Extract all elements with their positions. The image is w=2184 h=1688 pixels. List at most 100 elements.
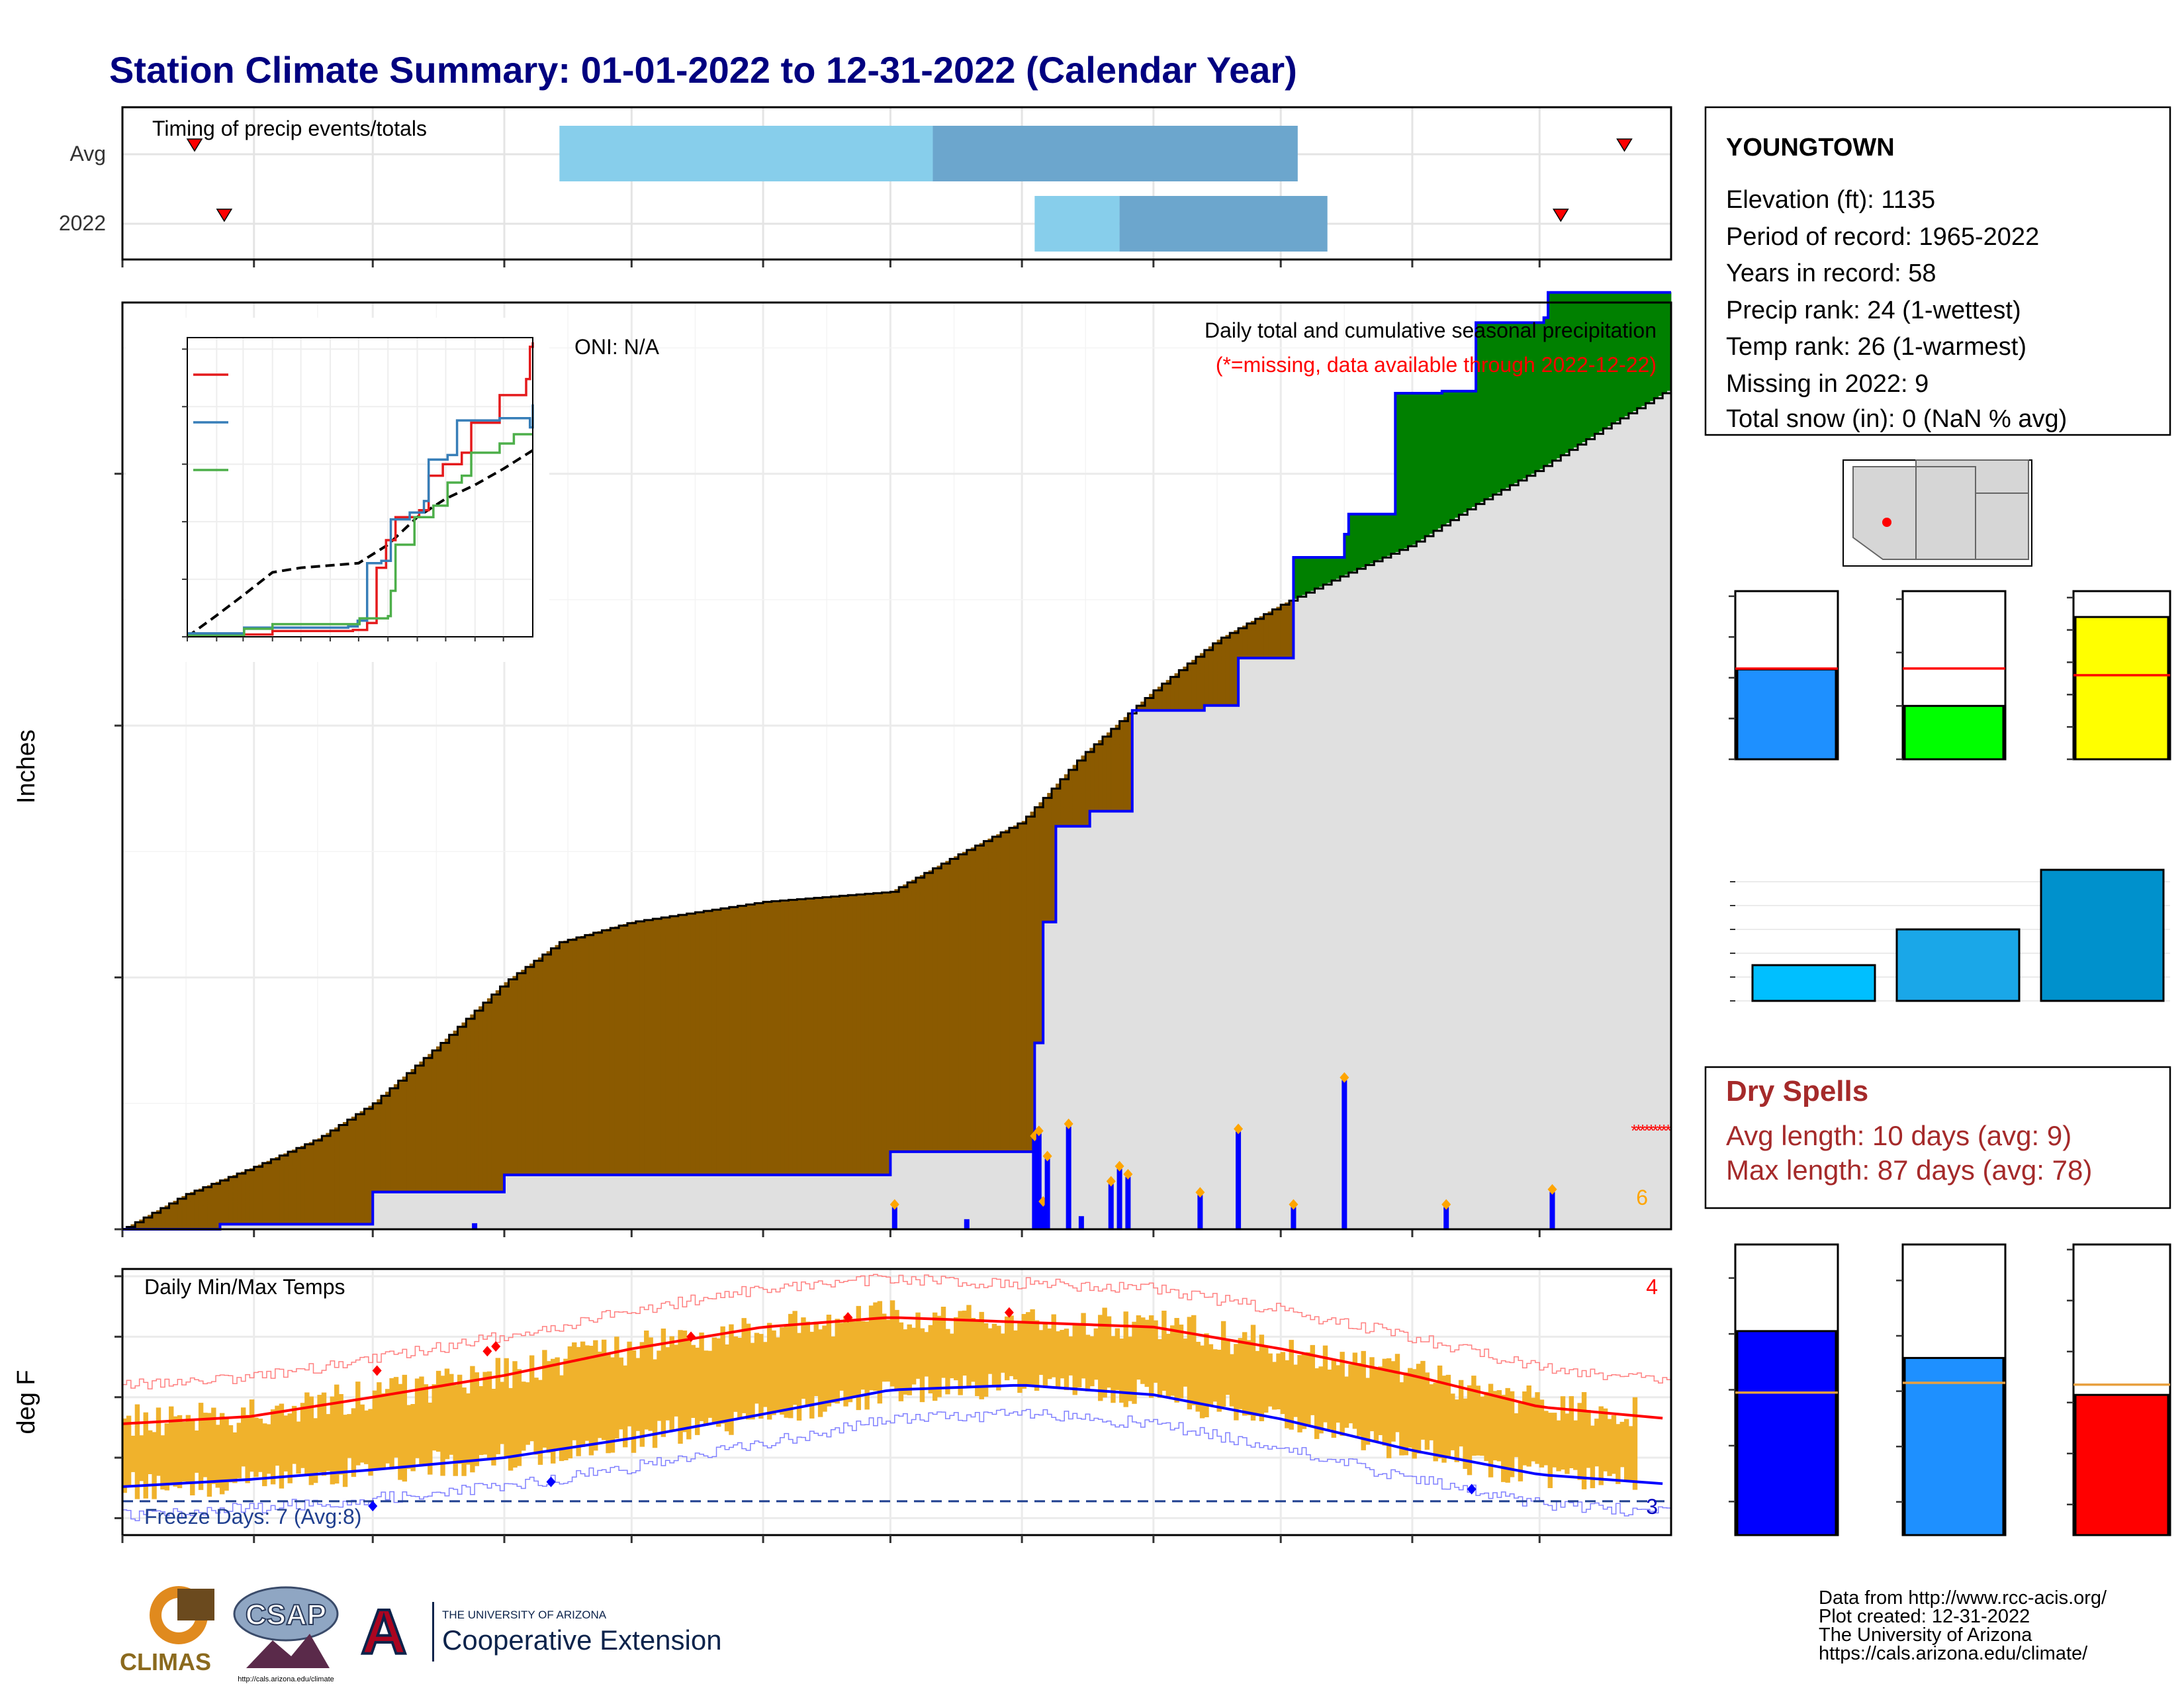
record-high-marker <box>686 1331 696 1342</box>
credit-line: https://cals.arizona.edu/climate/ <box>1819 1643 2088 1664</box>
daily-precip-bar <box>1066 1126 1071 1229</box>
record-max-line <box>122 1274 1671 1389</box>
mini-bar-chart <box>2067 590 2171 761</box>
station-line: Precip rank: 24 (1-wettest) <box>1726 297 2021 324</box>
climas-logo: CLIMAS <box>120 1586 214 1675</box>
temp-y-ticks <box>114 1275 122 1519</box>
daily-precip-bar <box>1036 1133 1042 1229</box>
page-title: Station Climate Summary: 01-01-2022 to 1… <box>109 49 1297 91</box>
daily-precip-bar <box>1108 1184 1114 1229</box>
station-name: YOUNGTOWN <box>1726 134 1895 162</box>
missing-note: (*=missing, data available through 2022-… <box>1216 353 1657 377</box>
last-event-marker <box>1552 209 1569 222</box>
credit-line: Plot created: 12-31-2022 <box>1819 1606 2030 1627</box>
record-min-line <box>122 1409 1671 1521</box>
missing-day-mark: * <box>1665 1121 1672 1141</box>
timing-bar-25-50 <box>1034 196 1120 252</box>
credit-line: Data from http://www.rcc-acis.org/ <box>1819 1587 2107 1609</box>
last-event-marker <box>1616 138 1633 152</box>
mini-bar-chart <box>1896 1243 2007 1536</box>
record-high-marker <box>482 1346 492 1357</box>
inset-avg-line <box>186 449 534 638</box>
oni-label: ONI: N/A <box>574 335 660 359</box>
csap-cloud <box>233 1586 339 1642</box>
dry-max-length: Max length: 87 days (avg: 78) <box>1726 1154 2092 1186</box>
daily-precip-bar <box>1197 1195 1203 1229</box>
record-low-marker <box>368 1501 378 1512</box>
missing-day-mark: * <box>1643 1121 1650 1141</box>
mini-precip-charts <box>1729 590 2171 761</box>
mini-bar-chart <box>1729 1243 1839 1536</box>
station-line: Elevation (ft): 1135 <box>1726 186 1935 214</box>
daily-precip-bar <box>1040 1203 1046 1229</box>
station-box-border <box>1704 106 2171 436</box>
inset-legend <box>193 373 228 471</box>
hot-days-count: 4 <box>1646 1275 1658 1299</box>
record-low-marker <box>1467 1483 1477 1495</box>
inset-y-ticks <box>182 348 187 637</box>
station-line: Period of record: 1965-2022 <box>1726 223 2039 251</box>
station-line: Years in record: 58 <box>1726 259 1936 287</box>
map-texas <box>1975 492 2029 560</box>
ua-name: THE UNIVERSITY OF ARIZONA <box>442 1609 607 1621</box>
observed-cumulative-line <box>122 291 1671 1231</box>
events-bar <box>1895 928 2021 1002</box>
daily-temp-range-bars <box>122 1300 1638 1499</box>
daily-precip-marker <box>1441 1199 1451 1210</box>
daily-precip-marker <box>1234 1123 1244 1135</box>
missing-day-mark: * <box>1635 1121 1642 1141</box>
inset-series-2022 <box>187 433 533 637</box>
dry-spells-box: Dry Spells Avg length: 10 days (avg: 9) … <box>1704 1066 2171 1209</box>
mini-bar-chart <box>2067 1243 2171 1536</box>
precip-panel-title: Daily total and cumulative seasonal prec… <box>1205 318 1657 342</box>
timing-row-avg: Avg <box>69 142 106 165</box>
climas-emblem-block <box>177 1589 214 1620</box>
month-axis <box>121 1535 1541 1543</box>
temp-series <box>122 1274 1671 1521</box>
timing-bar-50-75 <box>1119 196 1328 252</box>
daily-precip-bar <box>1125 1176 1131 1229</box>
dry-title: Dry Spells <box>1726 1075 1868 1107</box>
daily-precip-marker <box>1106 1176 1116 1187</box>
dry-avg-length: Avg length: 10 days (avg: 9) <box>1726 1120 2071 1151</box>
mini-chart-bar <box>1736 1330 1837 1536</box>
inset-x-ticks <box>187 637 504 641</box>
record-high-marker <box>1004 1307 1014 1318</box>
daily-precip-bar <box>1032 1139 1038 1229</box>
inset-cumulative-chart <box>126 318 549 662</box>
daily-precip-marker <box>1289 1199 1298 1210</box>
precip-events-chart <box>1730 864 2170 1002</box>
station-line: Missing in 2022: 9 <box>1726 370 1929 398</box>
daily-precip-bar <box>1549 1192 1555 1229</box>
precip-y-label: Inches <box>13 729 40 804</box>
record-low-marker <box>546 1476 556 1487</box>
timing-bar-50-75 <box>933 126 1298 181</box>
timing-row-2022: 2022 <box>59 211 106 235</box>
daily-precip-bar <box>1044 1158 1050 1229</box>
events-bar <box>1751 964 1876 1002</box>
footer-logos: CLIMAS CSAP http://cals.arizona.edu/clim… <box>120 1586 722 1683</box>
missing-data-marks: ********* <box>1631 1121 1671 1141</box>
mini-chart-bar <box>1736 668 1837 761</box>
station-line: Total snow (in): 0 (NaN % avg) <box>1726 405 2067 433</box>
university-of-arizona-logo: A THE UNIVERSITY OF ARIZONA Cooperative … <box>359 1595 721 1669</box>
timing-label: Timing of precip events/totals <box>152 117 427 140</box>
freeze-days-label: Freeze Days: 7 (Avg:8) <box>144 1505 361 1528</box>
daily-precip-marker <box>889 1199 899 1210</box>
missing-day-mark: * <box>1652 1121 1659 1141</box>
precip-panel: ********* Inches Daily total and cumulat… <box>13 291 1672 1237</box>
daily-precip-bar <box>1342 1080 1347 1229</box>
daily-precip-bar <box>891 1207 897 1229</box>
daily-precip-marker <box>1340 1072 1349 1083</box>
timing-bar-25-50 <box>559 126 933 181</box>
timing-bars <box>186 126 1633 252</box>
inset-border <box>187 337 533 637</box>
climas-wordmark: CLIMAS <box>120 1648 211 1675</box>
missing-day-mark: * <box>1661 1121 1667 1141</box>
daily-precip-marker <box>1115 1160 1124 1172</box>
mini-chart-bar <box>2074 616 2169 761</box>
daily-precip-bar <box>1116 1168 1122 1229</box>
first-event-marker <box>216 209 233 222</box>
daily-precip-marker <box>1042 1150 1052 1162</box>
